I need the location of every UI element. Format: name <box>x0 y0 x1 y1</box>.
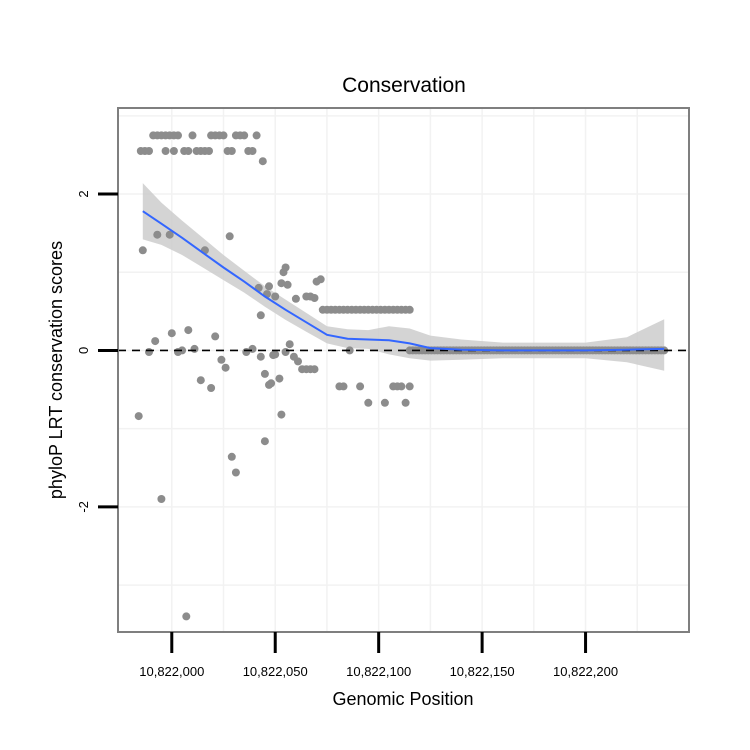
data-point <box>397 382 406 391</box>
data-point <box>188 131 197 140</box>
data-point <box>310 294 319 302</box>
data-point <box>182 612 191 621</box>
data-point <box>248 147 257 155</box>
data-point <box>227 147 236 155</box>
data-point <box>401 398 410 407</box>
data-point <box>145 348 153 356</box>
data-point <box>145 147 153 155</box>
x-axis-ticks: 10,822,000 10,822,050 10,822,100 10,822,150… <box>139 632 618 679</box>
data-point <box>196 376 205 385</box>
data-point <box>207 384 216 392</box>
data-point <box>174 131 182 140</box>
data-point <box>339 382 348 391</box>
data-point <box>178 346 187 355</box>
data-point <box>151 337 160 346</box>
data-point <box>167 329 176 338</box>
y-axis-label: phyloP LRT conservation scores <box>46 241 66 499</box>
data-point <box>248 344 257 353</box>
data-point <box>260 369 269 378</box>
data-point <box>260 437 269 446</box>
plot-panel-border <box>117 107 690 633</box>
x-tick-label: 10,822,150 <box>450 664 515 679</box>
data-point <box>258 157 267 166</box>
data-point <box>134 412 143 421</box>
x-tick-label: 10,822,050 <box>243 664 308 679</box>
trend-line-layer <box>142 210 665 352</box>
x-tick-label: 10,822,200 <box>553 664 618 679</box>
data-point <box>169 147 178 155</box>
data-point <box>225 232 234 241</box>
data-point <box>275 374 284 383</box>
data-point <box>281 263 290 272</box>
data-point <box>231 468 240 477</box>
data-point <box>205 147 213 155</box>
x-tick-label: 10,822,000 <box>139 664 204 679</box>
data-point <box>281 348 290 356</box>
data-point <box>285 340 294 349</box>
data-point <box>356 382 365 391</box>
data-point <box>161 147 170 155</box>
data-point <box>267 379 276 388</box>
y-tick-label: -2 <box>76 501 91 513</box>
data-point <box>316 275 325 284</box>
data-point <box>405 305 414 314</box>
x-tick-label: 10,822,100 <box>346 664 411 679</box>
data-point <box>364 398 373 407</box>
y-tick-label: 2 <box>76 190 91 197</box>
data-point <box>153 230 162 239</box>
data-point <box>271 350 280 359</box>
data-point <box>256 352 265 361</box>
data-point <box>265 282 273 291</box>
data-point <box>217 355 226 364</box>
data-point <box>256 311 265 320</box>
data-point <box>310 365 319 374</box>
data-point <box>184 147 193 155</box>
data-point <box>283 280 292 289</box>
data-point <box>138 246 147 255</box>
data-point <box>240 131 249 140</box>
data-point <box>165 230 174 239</box>
data-point <box>211 332 220 341</box>
data-point <box>277 279 286 288</box>
data-point <box>227 452 236 461</box>
data-point <box>291 294 300 303</box>
data-point <box>380 398 389 407</box>
y-tick-label: 0 <box>76 347 91 354</box>
data-point <box>221 363 230 372</box>
data-point <box>252 131 261 140</box>
data-point <box>405 382 414 391</box>
data-point <box>294 357 302 366</box>
data-point <box>271 292 280 301</box>
grid-lines <box>118 108 689 632</box>
trend-line <box>142 210 665 352</box>
y-axis-ticks: -2 0 2 <box>76 190 118 513</box>
data-point <box>277 410 286 419</box>
chart-title: Conservation <box>342 74 466 97</box>
x-axis-label: Genomic Position <box>332 689 473 709</box>
data-point <box>157 495 166 503</box>
data-point <box>184 326 193 335</box>
data-point <box>190 344 199 353</box>
data-point <box>219 131 228 140</box>
